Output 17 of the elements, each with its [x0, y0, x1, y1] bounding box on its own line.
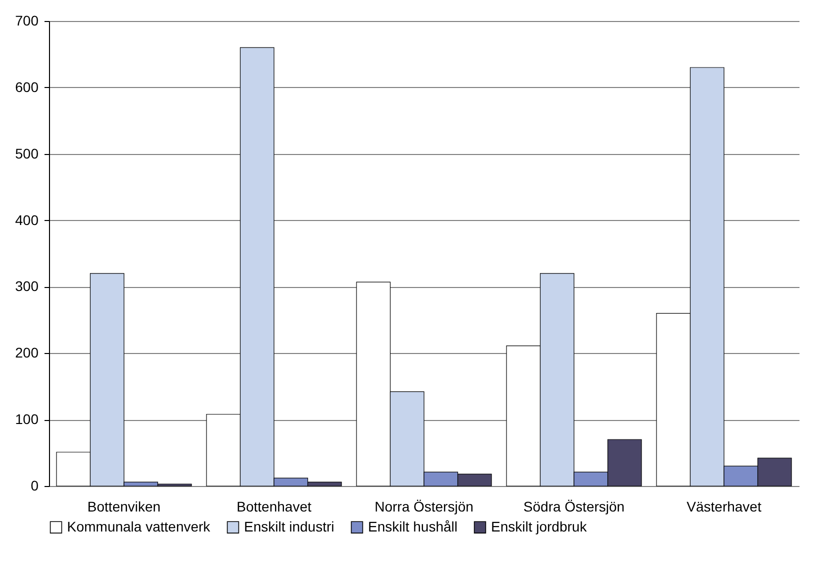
x-tick-label: Västerhavet [686, 498, 762, 514]
y-tick-label: 100 [15, 411, 39, 428]
x-tick-label: Södra Östersjön [523, 498, 625, 514]
legend-label: Enskilt hushåll [368, 518, 458, 534]
y-tick-label: 600 [15, 78, 39, 95]
y-tick-label: 500 [15, 145, 39, 162]
y-tick-label: 200 [15, 344, 39, 361]
legend-label: Enskilt jordbruk [491, 518, 588, 534]
legend-label: Kommunala vattenverk [67, 518, 212, 534]
y-tick-label: 300 [15, 278, 39, 294]
y-tick-label: 0 [30, 478, 39, 494]
y-tick-label: 700 [15, 12, 39, 28]
x-tick-label: Norra Östersjön [374, 498, 474, 514]
x-tick-label: Bottenviken [87, 498, 161, 514]
legend-label: Enskilt industri [244, 518, 334, 534]
y-tick-label: 400 [15, 212, 39, 228]
x-tick-label: Bottenhavet [236, 498, 312, 514]
